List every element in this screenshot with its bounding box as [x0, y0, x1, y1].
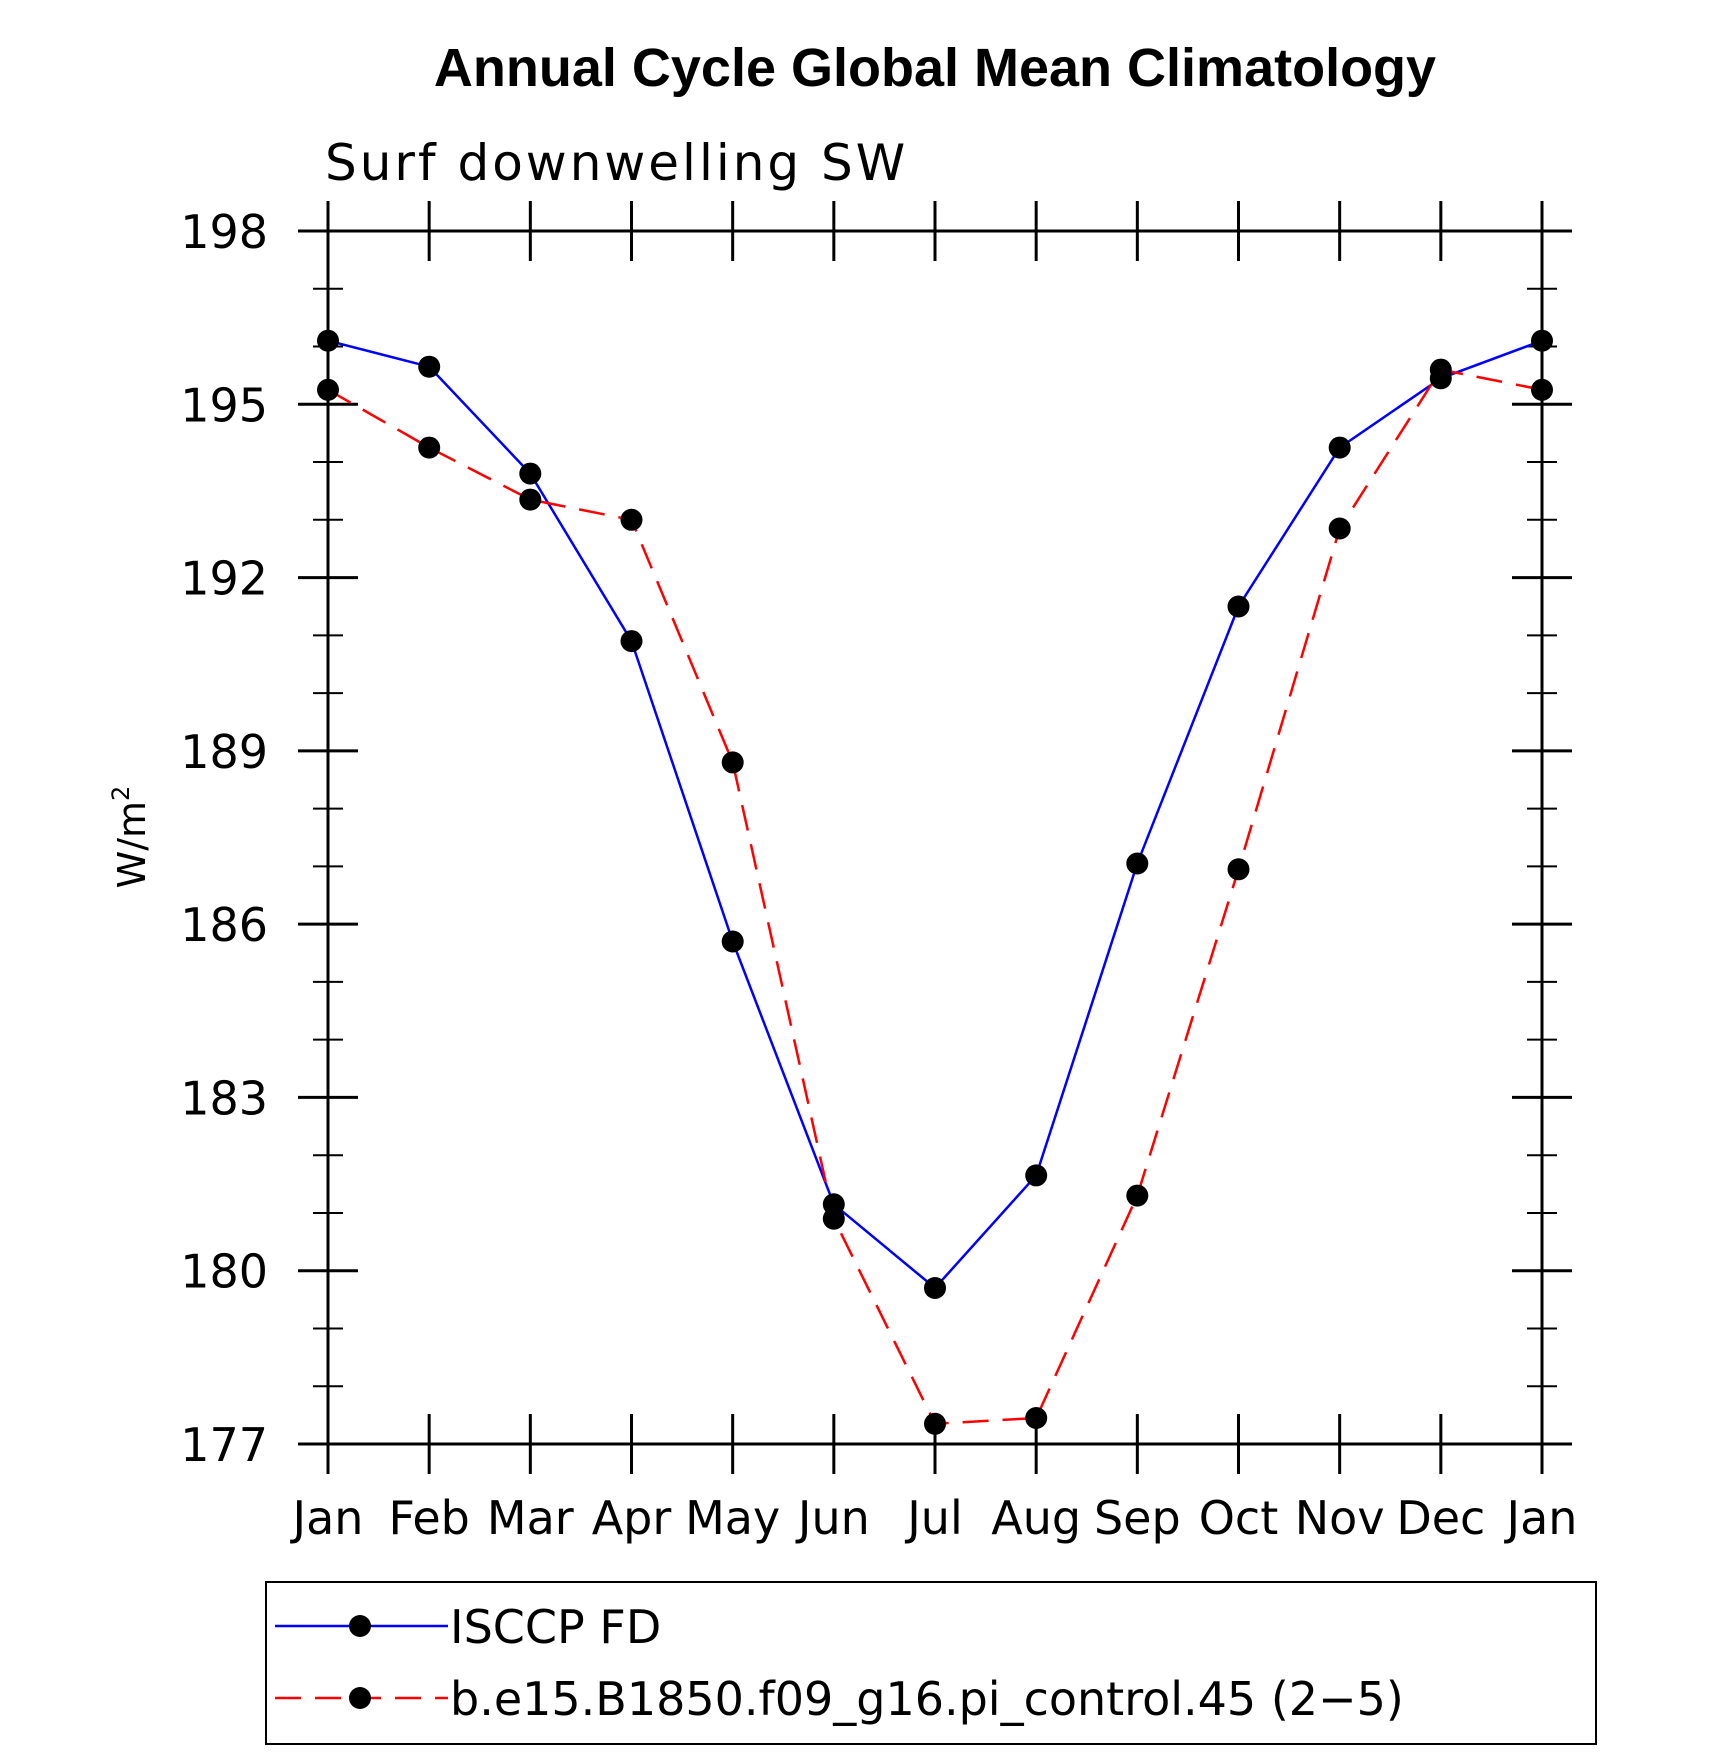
x-tick-label: Oct [1199, 1491, 1279, 1545]
legend-label-model: b.e15.B1850.f09_g16.pi_control.45 (2−5) [450, 1672, 1404, 1726]
plot-frame [326, 229, 1544, 1446]
x-tick-label: Apr [592, 1491, 672, 1545]
y-tick-label: 186 [180, 898, 268, 952]
legend-marker-isccp [349, 1615, 371, 1637]
data-point-series-1 [1126, 1184, 1149, 1207]
data-point-series-1 [1531, 378, 1553, 401]
y-tick-label: 198 [180, 205, 268, 259]
x-tick-label: Sep [1094, 1491, 1181, 1545]
plot-area [326, 229, 1544, 1446]
chart-title: Annual Cycle Global Mean Climatology [434, 38, 1436, 98]
data-point-series-1 [1328, 517, 1351, 540]
y-tick-label: 192 [180, 552, 268, 606]
series-line-0 [327, 339, 1543, 1290]
x-tick-label: Jan [290, 1491, 364, 1545]
data-point-series-0 [317, 329, 339, 352]
data-point-series-1 [418, 436, 441, 459]
data-point-series-1 [1025, 1407, 1048, 1429]
legend-label-isccp: ISCCP FD [450, 1600, 661, 1654]
data-point-series-0 [1227, 595, 1250, 618]
series-line-1 [327, 368, 1543, 1426]
data-point-series-0 [721, 930, 744, 953]
axis-ticks [298, 201, 1572, 1474]
data-point-series-0 [1328, 436, 1351, 459]
x-axis-labels: Jan Feb Mar Apr May Jun Jul Aug Sep Oct Nov Dec Jan [290, 1491, 1578, 1545]
y-tick-label: 189 [180, 725, 268, 779]
x-tick-label: Feb [388, 1491, 469, 1545]
data-point-series-1 [924, 1412, 946, 1435]
x-tick-label: Mar [487, 1491, 574, 1545]
data-point-series-1 [620, 508, 643, 531]
legend-box [265, 1581, 1597, 1745]
series-points [317, 329, 1553, 1435]
data-point-series-0 [620, 630, 643, 653]
y-axis-label: W/m2 [107, 786, 154, 889]
y-tick-label: 180 [180, 1245, 268, 1299]
data-point-series-0 [924, 1277, 946, 1299]
data-point-series-0 [1025, 1164, 1048, 1187]
y-tick-label: 177 [180, 1418, 268, 1472]
x-tick-label: Dec [1396, 1491, 1485, 1545]
chart-subtitle: Surf downwelling SW [325, 134, 908, 192]
data-point-series-1 [1227, 858, 1250, 881]
data-point-series-0 [519, 462, 542, 485]
x-tick-label: May [685, 1491, 780, 1545]
data-point-series-1 [721, 751, 744, 774]
x-tick-label: Aug [991, 1491, 1081, 1545]
y-axis-labels: 177 180 183 186 189 192 195 198 [180, 205, 268, 1472]
data-point-series-0 [418, 355, 441, 378]
x-tick-label: Jan [1504, 1491, 1578, 1545]
legend: ISCCP FD b.e15.B1850.f09_g16.pi_control.… [265, 1581, 1597, 1745]
legend-marker-model [349, 1687, 371, 1709]
data-point-series-1 [317, 378, 339, 401]
x-tick-label: Nov [1295, 1491, 1385, 1545]
data-point-series-1 [822, 1207, 845, 1230]
y-tick-label: 195 [180, 378, 268, 432]
data-point-series-0 [1126, 852, 1149, 875]
data-point-series-1 [1429, 358, 1452, 381]
series-lines [327, 339, 1543, 1426]
y-tick-label: 183 [180, 1071, 268, 1125]
x-tick-label: Jun [795, 1491, 870, 1545]
x-tick-label: Jul [904, 1491, 963, 1545]
data-point-series-1 [519, 488, 542, 511]
data-point-series-0 [1531, 329, 1553, 352]
